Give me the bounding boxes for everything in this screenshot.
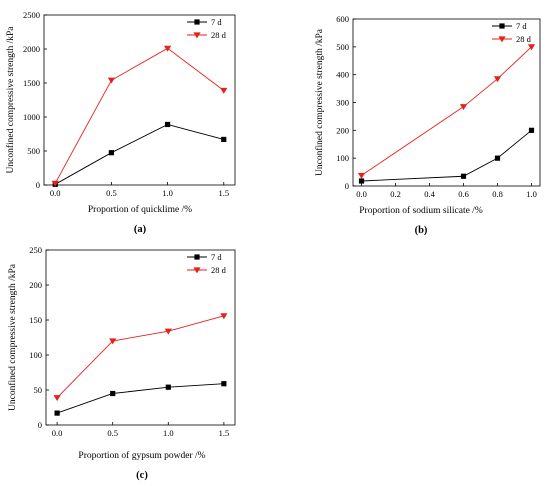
data-point-7d bbox=[528, 127, 535, 133]
data-point-28d bbox=[164, 328, 172, 335]
plot-frame bbox=[45, 249, 236, 426]
x-tick-label: 1.5 bbox=[218, 188, 229, 198]
x-tick-label: 1.0 bbox=[163, 428, 174, 438]
y-tick-label: 100 bbox=[29, 350, 42, 360]
y-tick-label: 500 bbox=[27, 146, 40, 156]
y-tick-label: 500 bbox=[336, 42, 349, 52]
legend-marker bbox=[193, 32, 201, 39]
x-axis-label: Proportion of quicklime /% bbox=[88, 204, 192, 215]
data-point-28d bbox=[220, 313, 228, 320]
legend-label: 28 d bbox=[211, 30, 227, 40]
y-axis-label: Unconfined compressive strength /kPa bbox=[7, 263, 18, 411]
data-point-7d bbox=[494, 155, 501, 161]
data-point-7d bbox=[460, 173, 467, 179]
y-tick-label: 600 bbox=[336, 14, 349, 24]
data-point-7d bbox=[164, 121, 171, 128]
x-tick-label: 0.0 bbox=[50, 188, 61, 198]
data-point-28d bbox=[109, 338, 117, 345]
y-axis-label: Unconfined compressive strength /kPa bbox=[314, 28, 325, 176]
legend-label: 7 d bbox=[211, 17, 222, 27]
data-point-7d bbox=[221, 136, 227, 143]
legend-marker bbox=[194, 19, 200, 25]
data-point-28d bbox=[527, 44, 536, 51]
x-axis-label: Proportion of sodium silicate /% bbox=[359, 205, 483, 216]
legend-marker bbox=[498, 36, 506, 43]
legend-marker bbox=[193, 267, 201, 274]
data-point-28d bbox=[163, 45, 172, 52]
data-point-7d bbox=[108, 150, 115, 156]
y-tick-label: 200 bbox=[336, 125, 349, 135]
legend-label: 28 d bbox=[516, 34, 532, 44]
x-tick-label: 0.0 bbox=[356, 189, 367, 199]
x-tick-label: 0.8 bbox=[492, 189, 503, 199]
data-point-28d bbox=[53, 395, 61, 402]
legend-marker bbox=[499, 23, 505, 29]
y-axis-label: Unconfined compressive strength /kPa bbox=[5, 26, 16, 174]
data-point-7d bbox=[358, 178, 365, 184]
plot-frame bbox=[43, 14, 236, 186]
series-line-28d bbox=[54, 47, 225, 184]
plot-frame bbox=[352, 18, 541, 187]
y-tick-label: 50 bbox=[34, 385, 43, 395]
series-line-7d bbox=[361, 129, 532, 182]
y-tick-label: 300 bbox=[336, 98, 349, 108]
y-tick-label: 150 bbox=[29, 315, 42, 325]
data-point-28d bbox=[493, 76, 502, 83]
y-tick-label: 1000 bbox=[23, 112, 40, 122]
chart-panel-b: 0 100 200 300 400 500 600 0.0 0.2 0.4 0.6 0.8 1.0 Pro… bbox=[314, 14, 541, 236]
y-tick-label: 0 bbox=[345, 181, 349, 191]
y-tick-label: 1500 bbox=[23, 78, 40, 88]
x-tick-label: 0.6 bbox=[458, 189, 469, 199]
data-point-28d bbox=[51, 180, 59, 187]
panel-label: (b) bbox=[415, 225, 428, 236]
data-point-7d bbox=[221, 381, 227, 387]
legend-label: 28 d bbox=[211, 265, 227, 275]
data-point-28d bbox=[107, 77, 116, 84]
chart-panel-a: 0 500 1000 1500 2000 2500 0.0 0.5 1.0 1.5 Proporti… bbox=[5, 10, 236, 235]
panel-label: (a) bbox=[134, 224, 147, 235]
y-tick-label: 2500 bbox=[23, 10, 40, 20]
y-tick-label: 250 bbox=[29, 245, 42, 255]
data-point-28d bbox=[357, 172, 366, 179]
panel-label: (c) bbox=[136, 470, 148, 481]
x-tick-label: 1.0 bbox=[526, 189, 537, 199]
data-point-28d bbox=[459, 104, 468, 111]
data-point-28d bbox=[220, 87, 228, 94]
y-tick-label: 400 bbox=[336, 70, 349, 80]
series-line-28d bbox=[361, 46, 532, 176]
x-tick-label: 1.5 bbox=[219, 428, 230, 438]
y-tick-label: 0 bbox=[38, 420, 42, 430]
y-tick-label: 200 bbox=[29, 280, 42, 290]
legend-label: 7 d bbox=[516, 21, 527, 31]
data-point-7d bbox=[165, 384, 171, 390]
legend-label: 7 d bbox=[211, 252, 222, 262]
x-tick-label: 1.0 bbox=[162, 188, 173, 198]
x-axis-label: Proportion of gypsum powder /% bbox=[78, 450, 205, 461]
y-tick-label: 100 bbox=[336, 153, 349, 163]
series-line-28d bbox=[56, 315, 225, 399]
x-tick-label: 0.0 bbox=[52, 428, 63, 438]
x-tick-label: 0.2 bbox=[390, 189, 401, 199]
x-tick-label: 0.4 bbox=[424, 189, 435, 199]
series-line-7d bbox=[56, 383, 224, 414]
data-point-7d bbox=[110, 390, 116, 397]
x-tick-label: 0.5 bbox=[106, 188, 117, 198]
x-tick-label: 0.5 bbox=[107, 428, 118, 438]
y-tick-label: 0 bbox=[36, 180, 40, 190]
legend-marker bbox=[194, 254, 200, 260]
y-tick-label: 2000 bbox=[23, 44, 40, 54]
data-point-7d bbox=[54, 410, 60, 416]
series-line-7d bbox=[55, 124, 224, 185]
chart-panel-c: 0 50 100 150 200 250 0.0 0.5 1.0 1.5 Proportion of… bbox=[7, 245, 236, 481]
